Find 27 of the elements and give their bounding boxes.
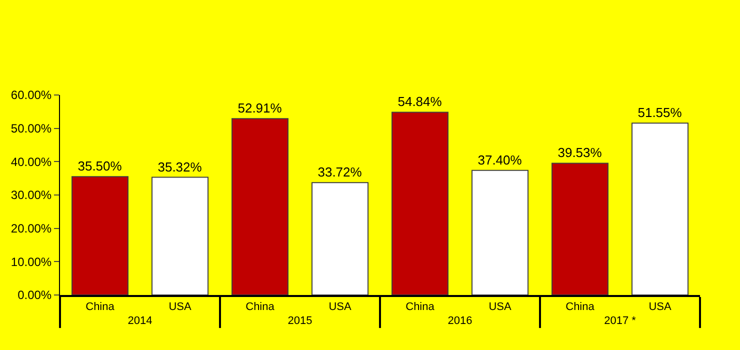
y-tick-label: 50.00%	[10, 122, 52, 136]
data-label: 51.55%	[638, 105, 682, 120]
data-label: 33.72%	[318, 164, 362, 180]
data-label: 39.53%	[558, 145, 602, 160]
y-tick-label: 0.00%	[18, 288, 52, 302]
text: China	[246, 301, 274, 314]
y-tick-label: 10.00%	[10, 254, 52, 269]
x-tick-label: 2017 *	[604, 315, 637, 328]
series-label: USA	[168, 301, 192, 314]
y-tick-label: 40.00%	[10, 154, 52, 169]
x-tick-label: 2015	[288, 315, 312, 328]
x-tick-label: 2014	[128, 315, 152, 328]
data-label: 35.50%	[78, 158, 122, 174]
data-label: 37.40%	[478, 152, 522, 168]
series-label: China	[86, 301, 116, 314]
text: USA	[488, 301, 512, 314]
text: USA	[648, 301, 672, 314]
data-label: 35.32%	[158, 159, 202, 174]
y-tick-label: 30.00%	[10, 188, 52, 202]
data-label: 52.91%	[238, 100, 282, 116]
y-tick-label: 20.00%	[10, 222, 52, 236]
text: China	[406, 301, 434, 314]
x-tick-label: 2016	[448, 315, 472, 328]
data-label: 54.84%	[398, 94, 442, 110]
text: USA	[328, 301, 352, 314]
text: China	[566, 301, 594, 314]
y-tick-label: 60.00%	[10, 88, 52, 102]
